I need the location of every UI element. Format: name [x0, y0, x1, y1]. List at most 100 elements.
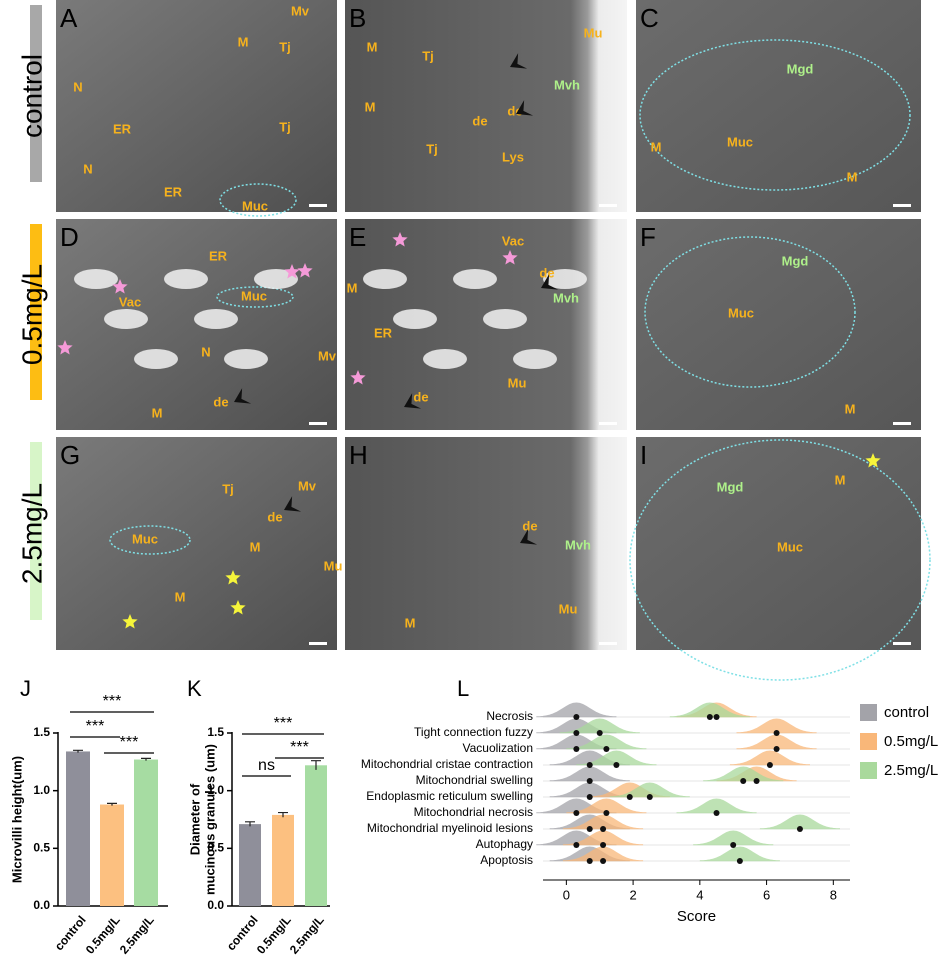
- error-bar: [141, 757, 151, 761]
- y-tick-label: 1.5: [207, 725, 224, 739]
- panel-letter: A: [60, 3, 78, 33]
- mean-dot: [573, 842, 580, 848]
- star-marker: [57, 340, 73, 355]
- micrograph: [56, 0, 337, 212]
- star-marker: [392, 232, 408, 247]
- annotation-label: M: [845, 401, 856, 416]
- annotation-label: M: [347, 280, 358, 295]
- mean-dot: [626, 794, 633, 800]
- vacuole: [224, 349, 268, 369]
- annotation-label: M: [175, 589, 186, 604]
- annotation-label: de: [472, 113, 487, 128]
- annotation-label: Tj: [426, 141, 438, 156]
- star-marker: [284, 264, 300, 279]
- panel-letter: C: [640, 3, 659, 33]
- star-marker: [350, 370, 366, 385]
- annotation-label: N: [201, 344, 210, 359]
- vacuole: [104, 309, 148, 329]
- annotation-label: de: [507, 103, 522, 118]
- annotation-label: Mu: [324, 558, 343, 573]
- x-tick-label: 6: [763, 887, 770, 902]
- scale-bar: [309, 422, 327, 425]
- legend-label: 2.5mg/L: [884, 762, 938, 779]
- boundary-outline: [644, 236, 856, 388]
- y-tick-label: 0.0: [207, 898, 224, 912]
- panel-letter: D: [60, 222, 79, 252]
- density-ridge: [703, 766, 784, 782]
- bar: [239, 824, 261, 906]
- density-ridge: [736, 718, 817, 734]
- mean-dot: [600, 826, 607, 832]
- panel-letter: G: [60, 440, 80, 470]
- density-ridge: [536, 702, 617, 718]
- annotation-label: Tj: [422, 48, 434, 63]
- vacuole: [393, 309, 437, 329]
- mean-dot: [586, 826, 593, 832]
- annotation-label: N: [83, 161, 92, 176]
- annotation-label: Vac: [119, 294, 141, 309]
- legend-swatch: [860, 762, 877, 779]
- scale-bar: [893, 204, 911, 207]
- vacuole: [134, 349, 178, 369]
- row-label: Apoptosis: [480, 853, 533, 867]
- row-color-bar: [30, 442, 42, 620]
- error-bar: [107, 802, 117, 806]
- x-tick-label: 8: [830, 887, 837, 902]
- star-marker: [122, 614, 138, 629]
- scale-bar: [309, 204, 327, 207]
- mean-dot: [613, 762, 620, 768]
- annotation-label: Muc: [241, 288, 267, 303]
- row-label: Mitochondrial necrosis: [414, 805, 533, 819]
- star-marker: [225, 570, 241, 585]
- annotation-label: N: [73, 79, 82, 94]
- x-tick-label: 0: [563, 887, 570, 902]
- mean-dot: [600, 842, 607, 848]
- density-ridge: [699, 846, 780, 862]
- mean-dot: [573, 714, 580, 720]
- row-label: Endoplasmic reticulum swelling: [366, 789, 533, 803]
- annotation-label: Tj: [279, 119, 291, 134]
- annotation-label: M: [250, 539, 261, 554]
- density-ridge: [759, 814, 841, 830]
- vacuole: [543, 269, 587, 289]
- annotation-label: Mu: [508, 375, 527, 390]
- significance-label: ***: [86, 718, 105, 735]
- boundary-outline: [219, 183, 297, 217]
- bar: [305, 765, 327, 906]
- annotation-label: Mvh: [565, 537, 591, 552]
- vacuole: [74, 269, 118, 289]
- row-color-bar: [30, 5, 42, 182]
- annotation-label: Mv: [298, 478, 317, 493]
- micrograph: [56, 437, 337, 650]
- mean-dot: [713, 714, 720, 720]
- mean-dot: [740, 778, 747, 784]
- density-ridge: [566, 734, 647, 750]
- annotation-label: Mgd: [717, 479, 744, 494]
- arrowhead: [516, 100, 534, 116]
- micrograph: [345, 219, 627, 430]
- annotation-label: de: [413, 389, 428, 404]
- micrograph: [345, 437, 627, 650]
- error-bar: [278, 811, 288, 818]
- mean-dot: [586, 762, 593, 768]
- bar: [66, 751, 90, 906]
- annotation-label: de: [213, 394, 228, 409]
- y-tick-label: 0.5: [207, 841, 224, 855]
- density-ridge: [729, 750, 811, 766]
- panel-letter: E: [349, 222, 366, 252]
- mean-dot: [766, 762, 773, 768]
- mean-dot: [773, 730, 780, 736]
- significance-label: ***: [120, 734, 139, 751]
- mean-dot: [736, 858, 743, 864]
- row-label: control: [16, 54, 47, 138]
- arrowhead: [541, 274, 559, 290]
- mean-dot: [603, 810, 610, 816]
- annotation-label: Mu: [584, 25, 603, 40]
- micrograph: [636, 0, 921, 212]
- significance-label: ***: [290, 739, 309, 756]
- star-marker: [502, 250, 518, 265]
- scale-bar: [893, 422, 911, 425]
- row-label: Mitochondrial cristae contraction: [361, 757, 533, 771]
- annotation-label: Muc: [777, 539, 803, 554]
